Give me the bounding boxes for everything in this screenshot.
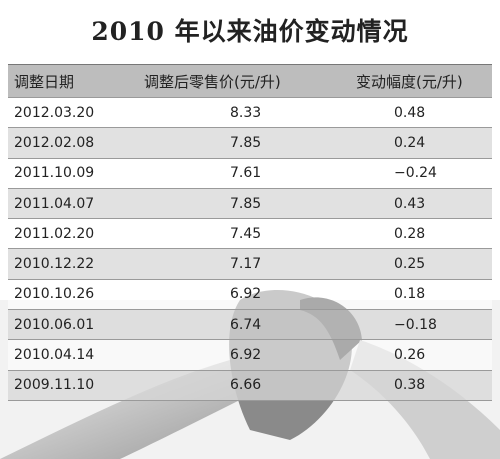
table-cell: 8.33 (230, 104, 262, 121)
table-row: 2012.03.20 8.33 0.48 (8, 98, 492, 129)
header-cell: 调整日期 (14, 72, 75, 91)
table-cell: 0.48 (394, 104, 426, 121)
table-cell: 0.18 (394, 286, 426, 303)
table-cell: 0.24 (394, 134, 426, 151)
table-row: 2012.02.08 7.85 0.24 (8, 128, 492, 159)
table-cell: 6.74 (230, 316, 262, 333)
table-row: 2009.11.10 6.66 0.38 (8, 370, 492, 401)
table-cell: 2011.02.20 (14, 225, 95, 242)
table-cell: 6.92 (230, 286, 262, 303)
table-cell: 0.43 (394, 195, 426, 212)
table-cell: 6.92 (230, 347, 262, 364)
table-row: 2011.04.07 7.85 0.43 (8, 188, 492, 220)
table-cell: 2010.06.01 (14, 316, 95, 333)
table-cell: 2011.10.09 (14, 165, 95, 182)
table-cell: 0.26 (394, 347, 426, 364)
table-row: 2010.06.01 6.74 −0.18 (8, 310, 492, 341)
table-cell: 7.61 (230, 165, 262, 182)
table-row: 2010.12.22 7.17 0.25 (8, 249, 492, 280)
table-cell: 0.38 (394, 377, 426, 394)
table: 调整日期 调整后零售价(元/升) 变动幅度(元/升) 2012.03.20 8.3… (8, 64, 492, 401)
table-cell: 2010.10.26 (14, 286, 95, 303)
table-cell: 0.25 (394, 256, 426, 273)
table-row: 2011.10.09 7.61 −0.24 (8, 158, 492, 189)
table-cell: 7.17 (230, 256, 262, 273)
table-cell: 7.85 (230, 195, 262, 212)
table-cell: 0.28 (394, 225, 426, 242)
table-cell: 7.45 (230, 225, 262, 242)
table-cell: −0.24 (394, 165, 437, 182)
header-cell: 变动幅度(元/升) (356, 72, 463, 91)
table-cell: 6.66 (230, 377, 262, 394)
table-cell: −0.18 (394, 316, 437, 333)
table-cell: 2012.03.20 (14, 104, 95, 121)
table-cell: 2010.04.14 (14, 347, 95, 364)
header-cell: 调整后零售价(元/升) (144, 72, 281, 91)
table-cell: 2009.11.10 (14, 377, 95, 394)
table-row: 2011.02.20 7.45 0.28 (8, 219, 492, 250)
title: 2010 年以来油价变动情况 (91, 17, 409, 46)
table-cell: 2012.02.08 (14, 134, 95, 151)
table-row: 2010.10.26 6.92 0.18 (8, 279, 492, 311)
table-row: 2010.04.14 6.92 0.26 (8, 340, 492, 371)
table-cell: 2011.04.07 (14, 195, 95, 212)
header-row: 调整日期 调整后零售价(元/升) 变动幅度(元/升) (8, 64, 492, 98)
table-cell: 2010.12.22 (14, 256, 95, 273)
table-cell: 7.85 (230, 134, 262, 151)
